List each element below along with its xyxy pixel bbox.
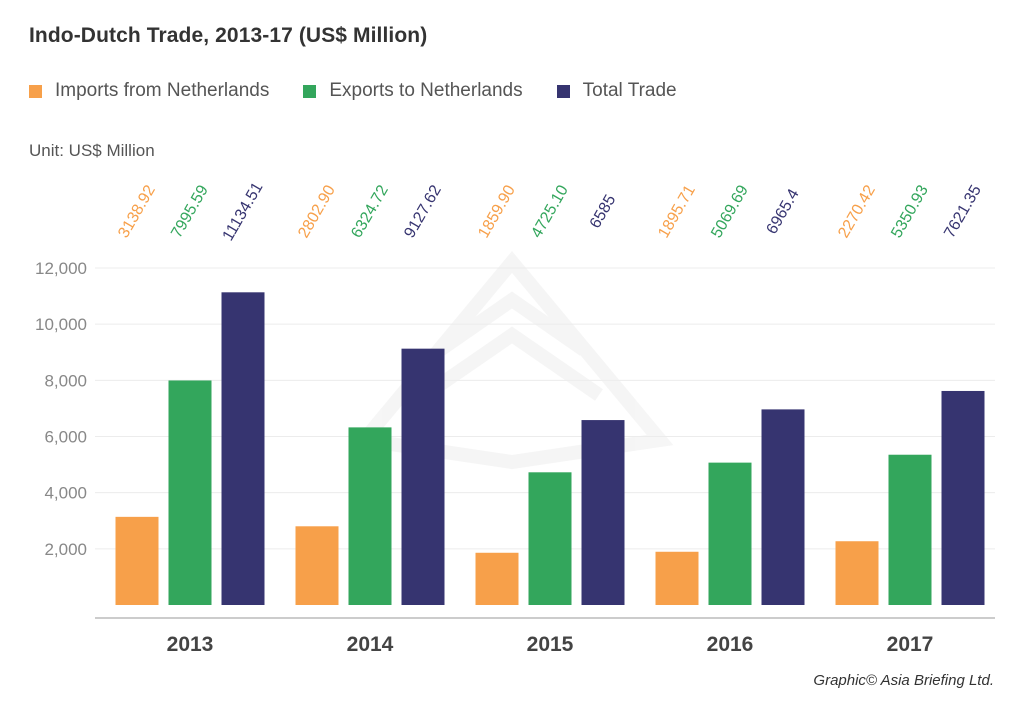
data-label-exports-2015: 4725.10 [528, 182, 572, 241]
legend-label-imports: Imports from Netherlands [55, 80, 270, 101]
y-tick-label: 12,000 [35, 259, 87, 278]
y-tick-label: 2,000 [44, 540, 87, 559]
data-label-total-2016: 6965.4 [764, 186, 803, 237]
bar-imports-2017 [835, 541, 879, 605]
bar-exports-2015 [528, 472, 572, 605]
bar-exports-2013 [168, 380, 212, 605]
data-label-total-2015: 6585 [587, 192, 620, 231]
data-label-total-2014: 9127.62 [401, 182, 445, 241]
bar-exports-2014 [348, 427, 392, 605]
data-label-imports-2013: 3138.92 [115, 182, 159, 241]
bar-exports-2017 [888, 454, 932, 605]
unit-label: Unit: US$ Million [29, 141, 155, 160]
data-label-imports-2014: 2802.90 [295, 182, 339, 241]
legend-item-total: Total Trade [556, 80, 677, 102]
bar-imports-2013 [115, 516, 159, 605]
x-tick-label: 2016 [707, 633, 754, 656]
bar-exports-2016 [708, 462, 752, 605]
x-tick-label: 2017 [887, 633, 934, 656]
legend-item-imports: Imports from Netherlands [29, 80, 269, 102]
y-tick-label: 6,000 [44, 428, 87, 447]
data-label-imports-2015: 1859.90 [475, 182, 519, 241]
data-label-imports-2016: 1895.71 [655, 182, 699, 241]
legend-label-total: Total Trade [582, 80, 677, 101]
bar-imports-2016 [655, 551, 699, 605]
data-label-exports-2013: 7995.59 [168, 182, 212, 241]
data-label-imports-2017: 2270.42 [835, 182, 879, 241]
bar-imports-2014 [295, 526, 339, 605]
bar-total-2013 [221, 292, 265, 605]
legend-swatch-total [556, 84, 570, 98]
bar-total-2017 [941, 390, 985, 605]
legend: Imports from Netherlands Exports to Neth… [29, 80, 711, 102]
legend-swatch-imports [29, 84, 42, 98]
legend-label-exports: Exports to Netherlands [329, 80, 523, 101]
y-tick-label: 4,000 [44, 484, 87, 503]
x-tick-label: 2013 [167, 633, 214, 656]
bar-total-2015 [581, 420, 625, 605]
y-tick-label: 8,000 [44, 371, 87, 390]
graphic-credit: Graphic© Asia Briefing Ltd. [813, 672, 994, 689]
data-label-exports-2016: 5069.69 [708, 182, 752, 241]
legend-swatch-exports [303, 84, 317, 98]
legend-item-exports: Exports to Netherlands [303, 80, 523, 102]
bar-total-2014 [401, 348, 445, 605]
bar-imports-2015 [475, 552, 519, 605]
chart-title: Indo-Dutch Trade, 2013-17 (US$ Million) [29, 24, 428, 47]
x-tick-label: 2015 [527, 633, 574, 656]
data-label-total-2013: 11134.51 [220, 180, 267, 244]
data-label-exports-2017: 5350.93 [888, 182, 932, 241]
x-tick-label: 2014 [347, 633, 394, 656]
data-label-exports-2014: 6324.72 [348, 182, 392, 241]
data-label-total-2017: 7621.35 [941, 182, 985, 241]
y-tick-label: 10,000 [35, 315, 87, 334]
bar-total-2016 [761, 409, 805, 605]
